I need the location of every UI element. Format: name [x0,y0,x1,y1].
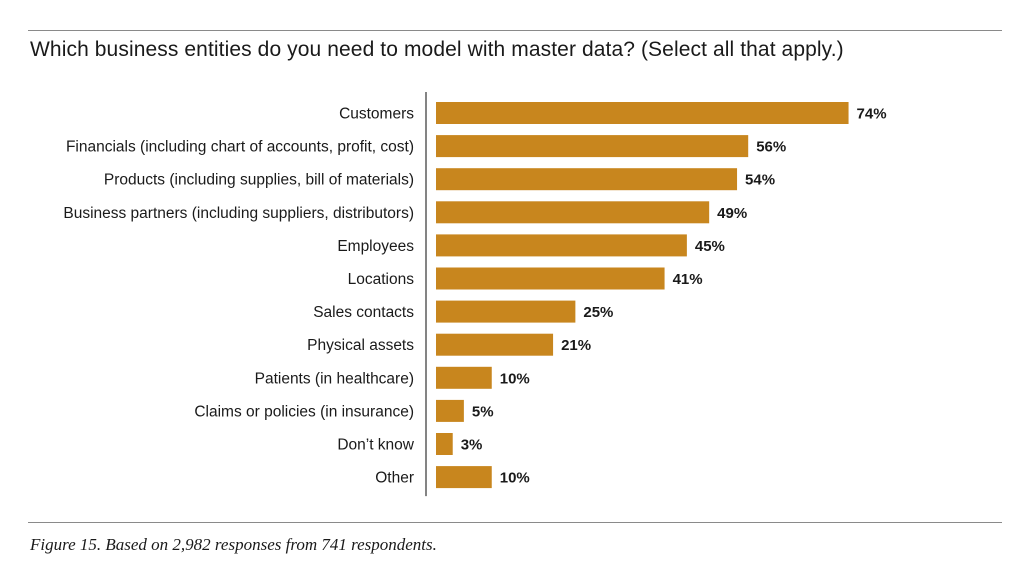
category-label: Customers [339,106,414,123]
data-label: 54% [745,172,775,189]
data-label: 45% [695,238,725,255]
bar [436,234,687,257]
category-label: Financials (including chart of accounts,… [66,139,414,156]
category-label: Other [375,470,414,487]
bar [436,267,665,290]
top-rule [28,30,1002,31]
bar [436,433,453,455]
figure-caption: Figure 15. Based on 2,982 responses from… [30,535,437,554]
category-label: Employees [337,238,414,255]
chart-title: Which business entities do you need to m… [30,38,844,61]
bar [436,399,464,422]
category-label: Business partners (including suppliers, … [63,205,414,222]
data-label: 41% [673,271,703,288]
data-label: 56% [756,139,786,156]
data-label: 3% [461,437,483,454]
data-label: 10% [500,470,530,487]
data-label: 49% [717,205,747,222]
data-label: 5% [472,403,494,420]
bar [436,201,710,224]
bar [436,102,849,124]
bar [436,135,749,158]
category-label: Locations [348,271,415,288]
category-label: Products (including supplies, bill of ma… [104,172,414,189]
category-label: Don’t know [337,437,414,454]
bar [436,466,492,489]
data-label: 21% [561,337,591,354]
bar [436,366,492,389]
bottom-rule [28,522,1002,523]
bar [436,168,738,191]
bar [436,300,576,323]
bar [436,333,554,356]
data-label: 25% [583,304,613,321]
category-label: Claims or policies (in insurance) [194,403,414,420]
category-label: Sales contacts [313,304,414,321]
category-label: Patients (in healthcare) [255,370,414,387]
category-label: Physical assets [307,337,414,354]
data-label: 10% [500,370,530,387]
data-label: 74% [857,106,887,123]
